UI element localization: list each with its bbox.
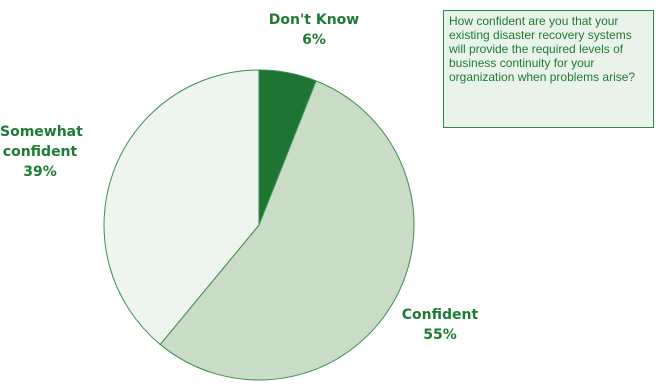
slice-label-somewhat-line1: Somewhat	[0, 124, 83, 140]
slice-label-confident-value: 55%	[423, 327, 457, 343]
slice-label-somewhat-line2: confident	[2, 144, 78, 160]
pie-slices	[103, 69, 415, 381]
slice-label-dont-know-name: Don't Know	[268, 12, 360, 28]
question-box: How confident are you that your existing…	[443, 10, 654, 128]
slice-label-confident-name: Confident	[401, 307, 479, 323]
slice-label-dont-know-value: 6%	[302, 32, 326, 48]
pie-slice-confident	[159, 80, 415, 381]
slice-label-confident: Confident 55%	[390, 305, 490, 345]
slice-label-somewhat-confident: Somewhat confident 39%	[0, 122, 83, 182]
slice-label-somewhat-value: 39%	[23, 164, 57, 180]
slice-label-dont-know: Don't Know 6%	[254, 10, 374, 50]
pie-slice-somewhat-confident	[103, 69, 260, 345]
